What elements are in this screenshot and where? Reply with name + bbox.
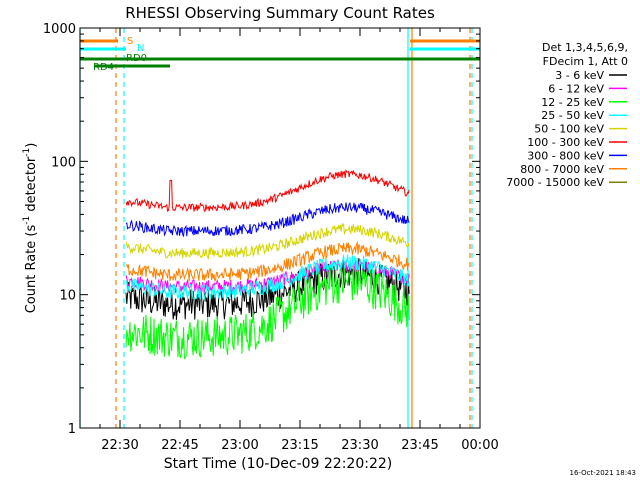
legend-label-5: 100 - 300 keV xyxy=(527,136,604,149)
x-axis-label: Start Time (10-Dec-09 22:20:22) xyxy=(164,456,392,472)
legend-label-1: 6 - 12 keV xyxy=(548,82,604,95)
x-tick-label-4: 23:30 xyxy=(341,438,378,453)
y-tick-label-0: 1 xyxy=(68,422,76,437)
flag-label-s: S xyxy=(127,36,133,47)
legend-header-line-1: Det 1,3,4,5,6,9, xyxy=(542,41,628,54)
plot-frame xyxy=(79,27,481,429)
x-tick-label-6: 00:00 xyxy=(461,438,498,453)
x-tick-label-0: 22:30 xyxy=(101,438,138,453)
y-axis-label-sup-2: -1 xyxy=(22,148,32,157)
series-line-3 xyxy=(125,254,410,300)
chart-title: RHESSI Observing Summary Count Rates xyxy=(125,4,435,22)
y-axis-label-mid: detector xyxy=(24,156,39,216)
legend-label-7: 800 - 7000 keV xyxy=(520,163,604,176)
legend-label-8: 7000 - 15000 keV xyxy=(506,176,604,189)
y-tick-label-1: 10 xyxy=(59,289,76,304)
y-axis-label-sup-1: -1 xyxy=(22,216,32,225)
legend-label-6: 300 - 800 keV xyxy=(527,149,604,162)
x-tick-label-3: 23:15 xyxy=(281,438,318,453)
x-tick-label-2: 23:00 xyxy=(221,438,258,453)
flag-label-rd4: RD4 xyxy=(93,62,114,73)
flag-label-rd0: RD0 xyxy=(126,53,147,64)
legend-label-3: 25 - 50 keV xyxy=(541,109,604,122)
series-line-2 xyxy=(125,263,410,360)
y-axis-label-end: ) xyxy=(24,143,39,148)
x-tick-label-1: 22:45 xyxy=(161,438,198,453)
legend-label-4: 50 - 100 keV xyxy=(534,123,604,136)
series-line-6 xyxy=(125,202,410,238)
legend-header-line-2: FDecim 1, Att 0 xyxy=(543,55,628,68)
y-axis-label: Count Rate (s-1 detector-1) xyxy=(22,143,39,314)
series-line-7 xyxy=(125,240,410,282)
y-tick-label-3: 1000 xyxy=(43,22,76,37)
y-tick-label-2: 100 xyxy=(51,155,76,170)
footer-date: 16-Oct-2021 18:43 xyxy=(570,469,636,477)
legend-label-0: 3 - 6 keV xyxy=(555,69,604,82)
y-axis-label-main: Count Rate (s xyxy=(24,225,39,314)
legend-label-2: 12 - 25 keV xyxy=(541,96,604,109)
series-line-4 xyxy=(125,222,410,260)
series-line-5 xyxy=(125,168,410,212)
x-tick-label-5: 23:45 xyxy=(401,438,438,453)
flag-label-n: N xyxy=(137,43,144,54)
